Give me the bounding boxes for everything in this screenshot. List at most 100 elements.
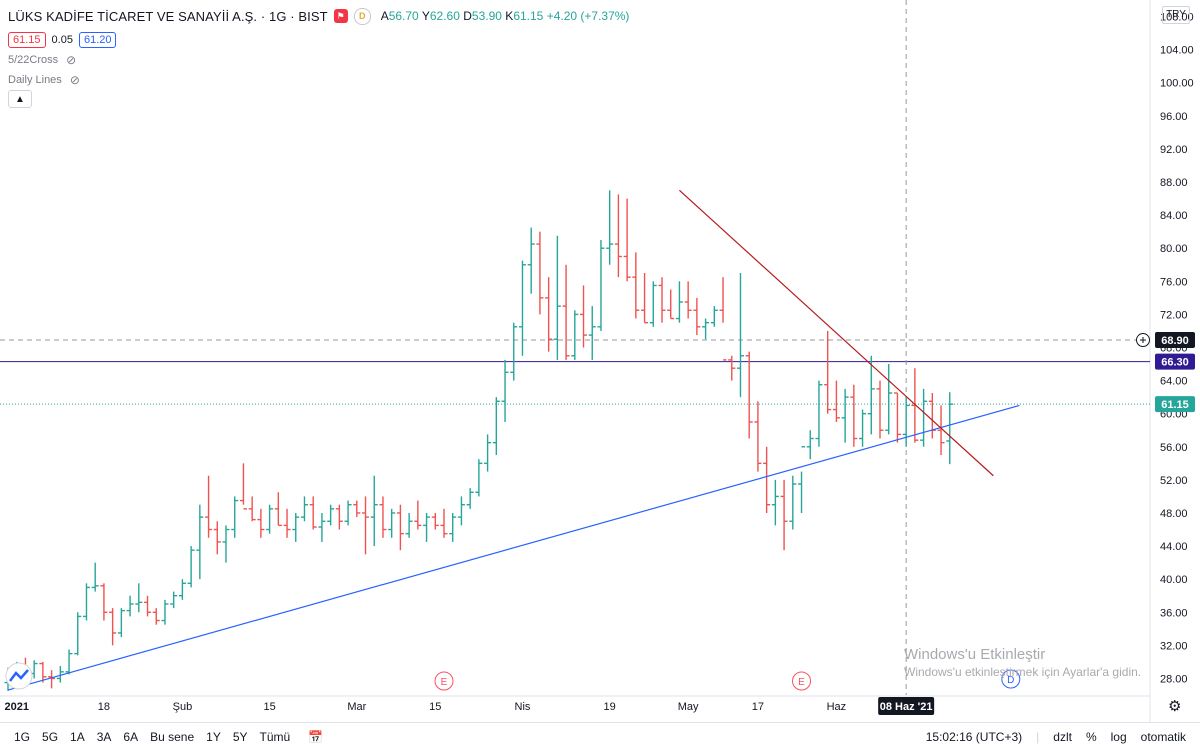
ohlc-bar <box>798 446 806 513</box>
y-tick-label: 64.00 <box>1160 376 1188 388</box>
ohlc-bar <box>527 227 535 294</box>
timeframe-5y[interactable]: 5Y <box>232 730 248 744</box>
ohlc-bar <box>850 384 858 447</box>
ohlc-bar <box>344 500 352 526</box>
ohlc-bar <box>510 322 518 381</box>
close-value: 61.15 <box>513 9 544 23</box>
earnings-marker-circle <box>434 671 454 691</box>
last-price-tag-text: 61.15 <box>1161 399 1189 411</box>
ohlc-bar <box>789 475 797 530</box>
ohlc-bar <box>292 512 300 542</box>
gear-icon[interactable]: ⚙ <box>1168 698 1182 715</box>
timeframe-1g[interactable]: 1G <box>14 730 31 744</box>
ohlc-bar <box>48 670 56 689</box>
horizontal-line-tag: 66.30 <box>1155 353 1195 370</box>
ohlc-bar <box>274 492 282 527</box>
y-tick-label: 44.00 <box>1160 541 1188 553</box>
ohlc-bar <box>649 281 657 327</box>
x-tick-label: Nis <box>515 701 531 713</box>
eye-hidden-icon[interactable]: ⊘ <box>66 53 77 67</box>
ohlc-bar <box>641 273 649 324</box>
y-tick-label: 28.00 <box>1160 673 1188 685</box>
auto-scale-toggle[interactable]: otomatik <box>1140 730 1186 744</box>
ohlc-bar <box>65 649 73 675</box>
ohlc-bar <box>667 289 675 320</box>
ohlc-bar <box>824 330 832 414</box>
ohlc-bar <box>754 401 762 472</box>
ohlc-bar <box>902 397 910 447</box>
symbol-title[interactable]: LÜKS KADİFE TİCARET VE SANAYİİ A.Ş. · 1G… <box>8 8 328 24</box>
dividend-button[interactable]: D <box>353 7 371 25</box>
resistance-trendline <box>679 189 994 477</box>
ohlc-bar <box>841 388 849 443</box>
ohlc-bar <box>571 310 579 360</box>
ohlc-bar <box>710 306 718 327</box>
x-tick-label: 18 <box>98 701 110 713</box>
timeframe-ytd[interactable]: Bu sene <box>150 730 195 744</box>
ohlc-bar <box>248 496 256 522</box>
ohlc-bar <box>431 512 439 530</box>
calendar-icon[interactable]: 📅 <box>308 730 324 744</box>
ohlc-bar <box>405 512 413 538</box>
ohlc-bar <box>309 496 317 530</box>
ohlc-bar <box>213 521 221 555</box>
buy-button[interactable]: 61.20 <box>78 32 117 48</box>
earnings-marker-label: E <box>441 677 448 688</box>
ohlc-bar <box>82 583 90 621</box>
ohlc-bar <box>876 380 884 439</box>
clock[interactable]: 15:02:16 (UTC+3) <box>925 730 1023 744</box>
bottom-toolbar: 1G 5G 1A 3A 6A Bu sene 1Y 5Y Tümü 📅 15:0… <box>0 722 1200 751</box>
add-alert-button[interactable] <box>1136 333 1150 348</box>
x-tick-label: Mar <box>347 701 366 713</box>
log-toggle[interactable]: log <box>1110 730 1127 744</box>
ohlc-bar <box>170 591 178 609</box>
ohlc-bar <box>928 393 936 439</box>
ohlc-bar <box>675 281 683 323</box>
ohlc-bar <box>440 508 448 538</box>
ohlc-bar <box>74 612 82 656</box>
ohlc-bar <box>588 306 596 360</box>
timeframe-1y[interactable]: 1Y <box>206 730 221 744</box>
ohlc-bar <box>780 479 788 551</box>
flag-icon[interactable]: ⚑ <box>333 9 348 23</box>
currency-badge[interactable]: TRY <box>1162 6 1190 24</box>
percent-toggle[interactable]: % <box>1085 730 1097 744</box>
ohlc-bar <box>135 583 143 613</box>
timeframe-1a[interactable]: 1A <box>70 730 85 744</box>
x-tick-label: Haz <box>827 701 847 713</box>
timeframe-3a[interactable]: 3A <box>96 730 112 744</box>
ohlc-bar <box>806 430 814 460</box>
timeframe-5g[interactable]: 5G <box>42 730 59 744</box>
ohlc-bar <box>222 525 230 563</box>
y-tick-label: 40.00 <box>1160 574 1188 586</box>
y-tick-label: 52.00 <box>1160 475 1188 487</box>
ohlc-bar <box>937 405 945 456</box>
adjust-toggle[interactable]: dzlt <box>1053 730 1072 744</box>
sell-button[interactable]: 61.15 <box>8 32 46 48</box>
ohlc-bar <box>580 285 588 348</box>
horizontal-line-tag-text: 66.30 <box>1161 357 1189 369</box>
ohlc-bar <box>91 562 99 592</box>
eye-hidden-icon[interactable]: ⊘ <box>69 73 80 87</box>
ohlc-bar <box>597 239 605 331</box>
ohlc-bar <box>187 546 195 588</box>
ohlc-bar <box>684 281 692 319</box>
x-tick-label: 15 <box>263 701 275 713</box>
ohlc-bar <box>161 599 169 625</box>
x-tick-label: May <box>678 701 699 713</box>
timeframe-all[interactable]: Tümü <box>259 730 291 744</box>
earnings-marker-label: E <box>798 677 805 688</box>
ohlc-bar <box>152 608 160 625</box>
watermark-subtitle: Windows'u etkinleştirmek için Ayarlar'a … <box>904 665 1142 679</box>
high-value: 62.60 <box>429 9 460 23</box>
timeframe-6a[interactable]: 6A <box>123 730 139 744</box>
collapse-legend-button[interactable]: ▲ <box>8 90 32 108</box>
ohlc-bar <box>396 504 404 551</box>
divider: | <box>1036 730 1040 744</box>
indicator-row-cross[interactable]: 5/22Cross ⊘ <box>8 50 629 70</box>
y-tick-label: 104.00 <box>1160 45 1194 57</box>
indicator-row-daily-lines[interactable]: Daily Lines ⊘ <box>8 70 629 90</box>
ohlc-bar <box>745 351 753 439</box>
